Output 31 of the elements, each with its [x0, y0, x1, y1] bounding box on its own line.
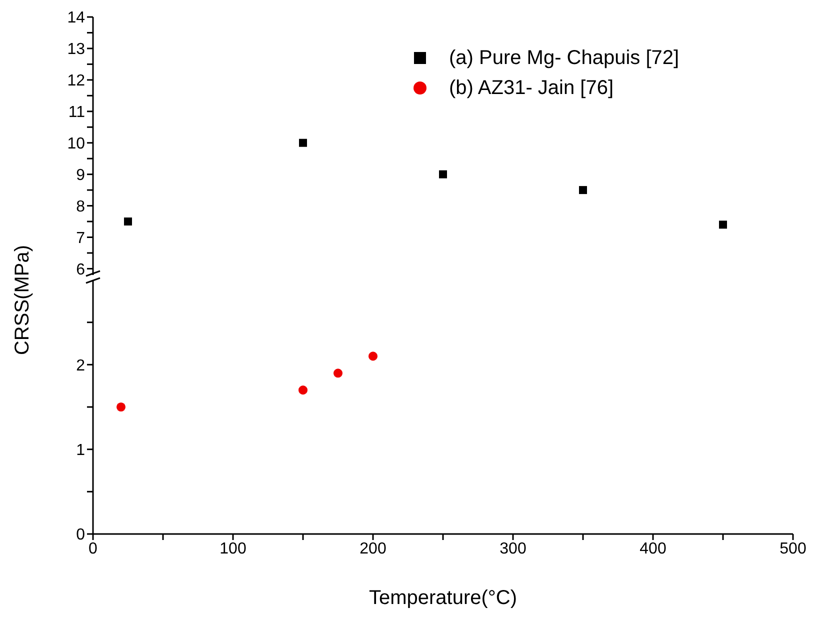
x-tick-label: 200 [360, 540, 386, 558]
point [299, 138, 307, 147]
x-axis-title: Temperature(°C) [368, 587, 518, 609]
y-tick-label: 12 [67, 72, 86, 90]
point [439, 170, 447, 178]
point [116, 402, 126, 412]
y-tick-label: 13 [67, 41, 86, 58]
point [124, 218, 132, 226]
y-tick-label: 11 [68, 104, 86, 122]
y-tick-label: 9 [76, 166, 86, 184]
x-tick-label: 300 [500, 540, 526, 558]
y-tick-label: 10 [67, 136, 86, 153]
y-tick-label: 0 [76, 526, 86, 544]
y-tick-label: 14 [67, 10, 86, 27]
y-tick-label: 7 [76, 230, 86, 247]
y-tick-label: 1 [76, 442, 86, 460]
y-tick-label: 2 [76, 357, 86, 374]
point [298, 386, 308, 395]
legend-label: (a) Pure Mg- Chapuis [72] [449, 46, 680, 71]
point [579, 186, 587, 194]
x-tick-label: 400 [640, 540, 666, 558]
legend-label: (b) AZ31- Jain [76] [449, 76, 614, 101]
x-tick-label: 0 [88, 540, 98, 558]
point [719, 220, 727, 229]
x-tick-label: 100 [220, 540, 246, 558]
y-tick-label: 6 [76, 261, 86, 278]
point [368, 352, 378, 361]
y-tick-label: 8 [76, 198, 86, 216]
point [333, 368, 343, 378]
x-tick-label: 500 [780, 540, 806, 558]
y-axis-title: CRSS(MPa) [12, 244, 34, 356]
